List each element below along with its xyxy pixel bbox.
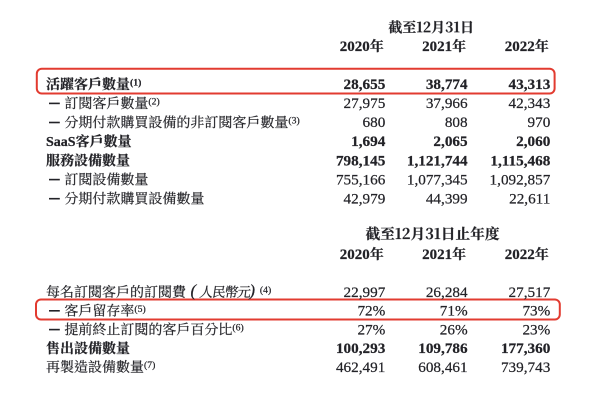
svg-text:755,166: 755,166 <box>336 171 386 188</box>
svg-text:109,786: 109,786 <box>418 340 468 357</box>
svg-text:73%: 73% <box>522 303 550 320</box>
svg-text:42,343: 42,343 <box>509 95 551 112</box>
svg-text:798,145: 798,145 <box>336 152 386 169</box>
svg-text:): ) <box>248 281 255 300</box>
svg-text:72%: 72% <box>357 303 385 320</box>
svg-text:26,284: 26,284 <box>426 284 468 301</box>
svg-text:(1): (1) <box>130 77 141 88</box>
svg-text:1,121,744: 1,121,744 <box>407 152 468 169</box>
svg-text:22,611: 22,611 <box>509 190 550 207</box>
svg-text:2,065: 2,065 <box>433 133 468 150</box>
svg-text:1,115,468: 1,115,468 <box>490 152 550 169</box>
svg-text:2020: 2020 <box>340 39 370 55</box>
svg-text:27%: 27% <box>357 321 385 338</box>
svg-text:(7): (7) <box>144 360 155 371</box>
svg-text:28,655: 28,655 <box>344 76 386 93</box>
svg-text:SaaS: SaaS <box>46 135 76 150</box>
svg-text:680: 680 <box>363 114 386 131</box>
svg-text:2021: 2021 <box>422 39 452 55</box>
svg-text:(2): (2) <box>148 97 159 108</box>
svg-text:100,293: 100,293 <box>336 340 386 357</box>
svg-text:42,979: 42,979 <box>344 190 386 207</box>
svg-text:2022: 2022 <box>505 39 535 55</box>
svg-text:43,313: 43,313 <box>509 76 551 93</box>
svg-text:27,975: 27,975 <box>344 95 386 112</box>
svg-text:1,077,345: 1,077,345 <box>407 171 468 188</box>
svg-text:462,491: 462,491 <box>336 359 385 376</box>
svg-text:(3): (3) <box>288 116 299 127</box>
svg-text:(5): (5) <box>134 304 145 315</box>
svg-text:22,997: 22,997 <box>344 284 386 301</box>
svg-text:2022: 2022 <box>505 247 535 263</box>
svg-text:739,743: 739,743 <box>501 359 550 376</box>
svg-text:608,461: 608,461 <box>418 359 467 376</box>
svg-text:1,092,857: 1,092,857 <box>490 171 551 188</box>
svg-text:808: 808 <box>445 114 468 131</box>
svg-text:2021: 2021 <box>422 247 452 263</box>
svg-text:(6): (6) <box>232 323 243 334</box>
svg-text:71%: 71% <box>440 303 468 320</box>
svg-text:37,966: 37,966 <box>426 95 468 112</box>
svg-text:2,060: 2,060 <box>516 133 551 150</box>
svg-text:44,399: 44,399 <box>426 190 468 207</box>
svg-text:970: 970 <box>528 114 551 131</box>
svg-text:1,694: 1,694 <box>351 133 386 150</box>
svg-text:23%: 23% <box>522 321 550 338</box>
svg-text:27,517: 27,517 <box>509 284 551 301</box>
svg-text:2020: 2020 <box>340 247 370 263</box>
svg-text:(4): (4) <box>260 285 271 296</box>
svg-text:38,774: 38,774 <box>426 76 468 93</box>
svg-text:26%: 26% <box>440 321 468 338</box>
svg-text:177,360: 177,360 <box>501 340 551 357</box>
svg-text:(: ( <box>191 281 198 300</box>
